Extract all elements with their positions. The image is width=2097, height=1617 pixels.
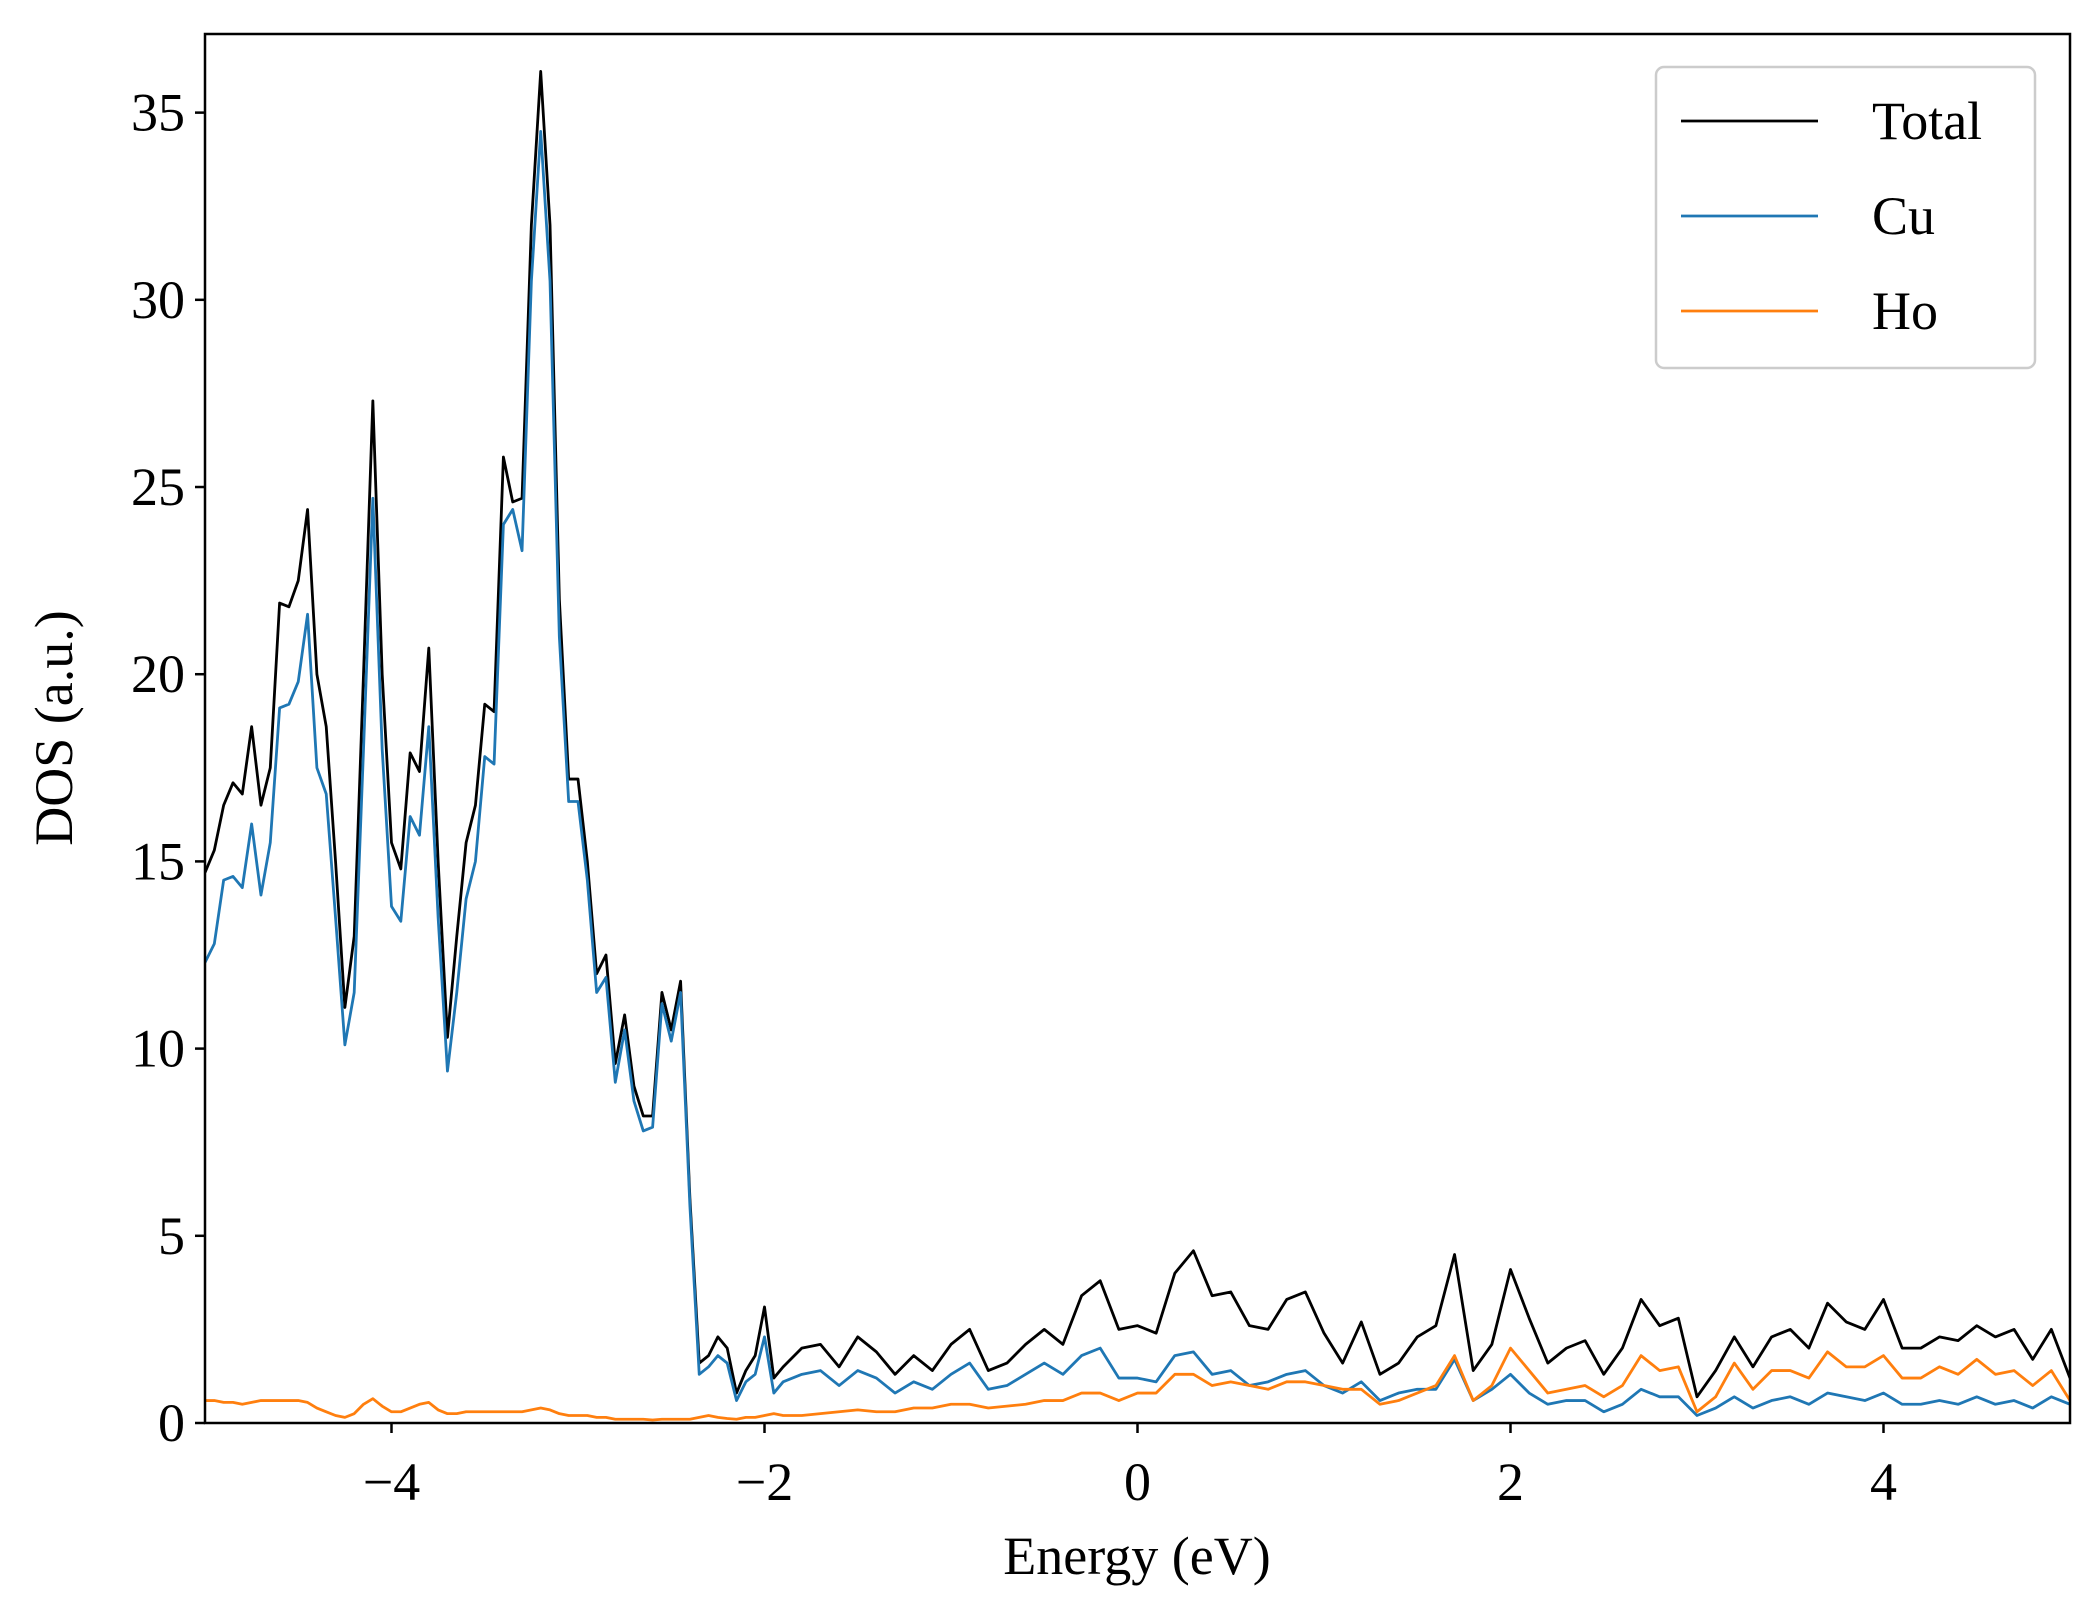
x-tick-label: −2 (736, 1452, 793, 1512)
y-axis-label: DOS (a.u.) (24, 610, 84, 845)
x-tick-label: 4 (1870, 1452, 1897, 1512)
x-tick-label: 0 (1124, 1452, 1151, 1512)
series-line (205, 129, 2070, 1417)
x-tick-label: −4 (363, 1452, 420, 1512)
y-tick-label: 25 (131, 457, 185, 517)
y-tick-label: 10 (131, 1019, 185, 1079)
y-tick-label: 0 (158, 1393, 185, 1453)
legend-label: Ho (1872, 281, 1938, 341)
y-tick-label: 5 (158, 1206, 185, 1266)
series-line (205, 70, 2070, 1399)
y-tick-label: 35 (131, 83, 185, 143)
legend-label: Cu (1872, 186, 1935, 246)
y-tick-label: 20 (131, 644, 185, 704)
legend-label: Total (1872, 91, 1982, 151)
y-tick-label: 30 (131, 270, 185, 330)
x-axis-label: Energy (eV) (1003, 1526, 1270, 1586)
x-tick-label: 2 (1497, 1452, 1524, 1512)
legend-box (1654, 65, 2037, 370)
legend: Total Cu Ho (1654, 65, 2037, 370)
y-tick-label: 15 (131, 831, 185, 891)
series-line (205, 1346, 2070, 1422)
plot-lines (205, 70, 2070, 1422)
